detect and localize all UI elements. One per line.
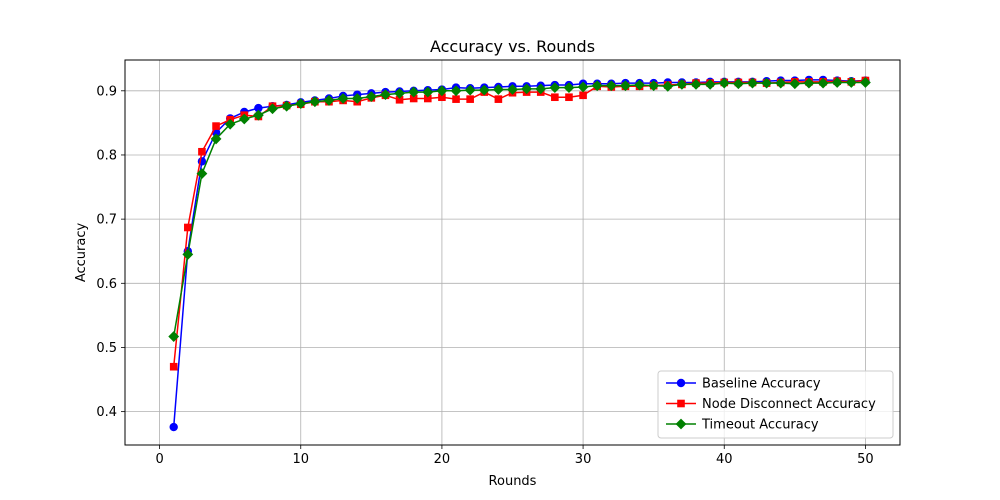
y-tick-label: 0.7 bbox=[96, 213, 117, 228]
data-point bbox=[198, 147, 206, 156]
data-point bbox=[591, 80, 603, 92]
x-tick-label: 40 bbox=[716, 452, 733, 467]
data-point bbox=[365, 91, 377, 102]
data-point bbox=[295, 98, 307, 110]
chart-title: Accuracy vs. Rounds bbox=[430, 37, 595, 56]
data-point bbox=[690, 78, 702, 90]
data-point bbox=[817, 77, 829, 89]
data-point bbox=[577, 81, 589, 93]
data-point bbox=[254, 103, 263, 113]
data-point bbox=[732, 78, 744, 90]
x-tick-label: 50 bbox=[857, 452, 874, 467]
data-point bbox=[648, 80, 660, 92]
legend-item: Node Disconnect Accuracy bbox=[666, 397, 876, 412]
legend-label: Node Disconnect Accuracy bbox=[702, 397, 876, 412]
y-tick-label: 0.9 bbox=[96, 84, 117, 99]
data-point bbox=[789, 78, 801, 90]
legend-item: Timeout Accuracy bbox=[666, 418, 819, 433]
data-point bbox=[605, 80, 617, 92]
data-point bbox=[168, 331, 180, 342]
data-point bbox=[184, 223, 192, 232]
data-point bbox=[267, 103, 278, 115]
data-point bbox=[436, 85, 448, 97]
data-point bbox=[803, 77, 815, 89]
data-point bbox=[408, 86, 420, 98]
data-point bbox=[323, 95, 335, 106]
data-point bbox=[860, 77, 871, 88]
data-point bbox=[424, 94, 432, 103]
data-point bbox=[422, 86, 434, 98]
data-point bbox=[551, 93, 559, 102]
data-point bbox=[281, 100, 293, 112]
data-point bbox=[438, 93, 446, 102]
x-tick-label: 0 bbox=[155, 452, 163, 467]
y-tick-label: 0.4 bbox=[96, 405, 117, 420]
data-point bbox=[620, 80, 631, 92]
data-point bbox=[634, 79, 645, 91]
data-point bbox=[238, 113, 250, 125]
legend-label: Baseline Accuracy bbox=[702, 377, 821, 392]
data-point bbox=[409, 94, 418, 103]
data-point bbox=[662, 80, 674, 92]
legend-swatch-marker bbox=[675, 418, 687, 430]
y-tick-label: 0.8 bbox=[96, 148, 117, 163]
data-point bbox=[494, 95, 503, 103]
legend-swatch-marker bbox=[677, 399, 685, 408]
data-point bbox=[565, 93, 573, 102]
data-point bbox=[718, 77, 730, 89]
y-tick-label: 0.5 bbox=[96, 341, 117, 356]
data-point bbox=[845, 77, 857, 88]
data-point bbox=[224, 118, 236, 130]
data-point bbox=[253, 109, 264, 121]
series-timeout-accuracy bbox=[168, 77, 871, 342]
data-point bbox=[212, 122, 220, 130]
data-point bbox=[210, 133, 222, 145]
data-point bbox=[521, 83, 533, 95]
data-point bbox=[747, 77, 758, 89]
x-tick-label: 30 bbox=[575, 452, 592, 467]
data-point bbox=[196, 168, 208, 179]
data-point bbox=[395, 95, 404, 104]
data-point bbox=[466, 95, 474, 103]
data-point bbox=[549, 82, 561, 93]
data-point bbox=[535, 83, 547, 95]
data-point bbox=[351, 93, 363, 104]
data-point bbox=[464, 84, 476, 96]
legend-item: Baseline Accuracy bbox=[666, 377, 821, 392]
data-point bbox=[831, 77, 843, 88]
data-point bbox=[337, 93, 349, 104]
x-axis-title: Rounds bbox=[489, 474, 537, 489]
y-tick-label: 0.6 bbox=[96, 277, 117, 292]
legend-box bbox=[657, 370, 894, 439]
legend: Baseline Accuracy Node Disconnect Accurac… bbox=[657, 370, 894, 439]
data-point bbox=[182, 249, 194, 260]
y-axis-title: Accuracy bbox=[74, 223, 89, 283]
data-point bbox=[507, 84, 518, 95]
data-point bbox=[169, 362, 178, 371]
ticks: 0 10 20 30 40 50 0.4 0.5 0.6 0.7 0.8 0.9 bbox=[96, 84, 873, 467]
legend-swatch-marker bbox=[676, 378, 686, 388]
plot-frame bbox=[124, 59, 901, 446]
x-tick-label: 20 bbox=[434, 452, 451, 467]
data-point bbox=[452, 95, 460, 103]
data-point bbox=[169, 422, 178, 432]
data-point bbox=[394, 87, 405, 99]
data-point bbox=[676, 78, 688, 90]
data-point bbox=[704, 78, 716, 90]
data-point bbox=[775, 77, 787, 89]
data-point bbox=[563, 82, 575, 93]
series-layer bbox=[168, 75, 871, 432]
legend-label: Timeout Accuracy bbox=[701, 418, 819, 433]
data-point bbox=[309, 96, 321, 108]
data-point bbox=[478, 84, 490, 96]
data-point bbox=[579, 91, 587, 100]
data-point bbox=[380, 89, 391, 101]
x-tick-label: 10 bbox=[292, 452, 309, 467]
data-point bbox=[450, 85, 462, 97]
data-point bbox=[761, 77, 772, 89]
data-point bbox=[492, 84, 504, 95]
